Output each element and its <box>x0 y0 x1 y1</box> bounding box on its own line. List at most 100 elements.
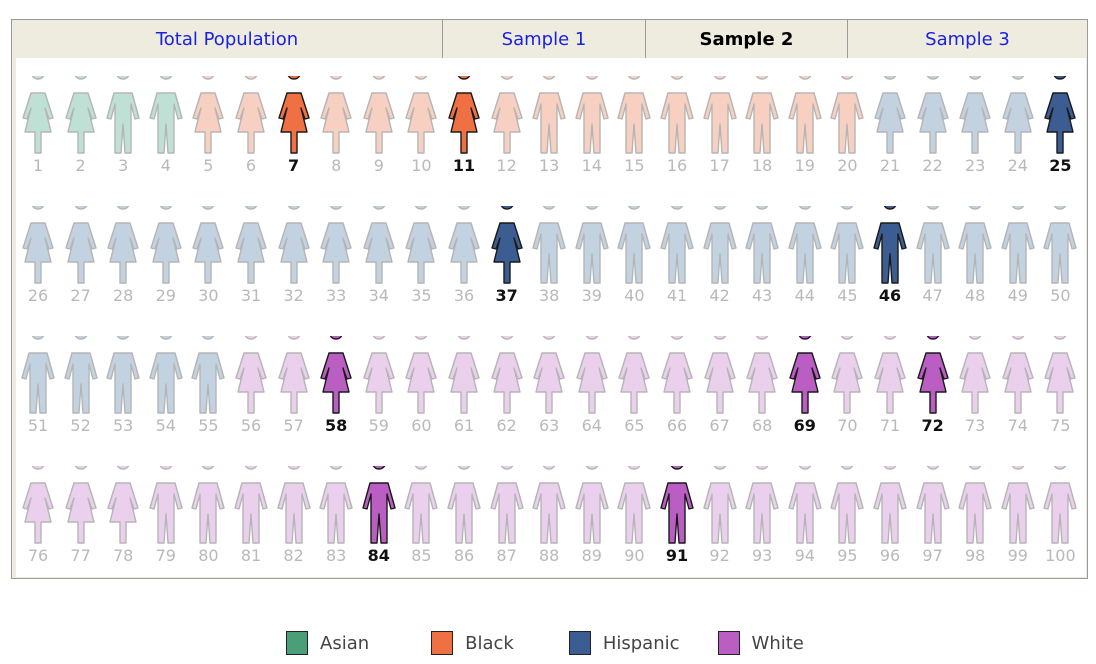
person-number: 38 <box>539 286 560 305</box>
male-figure-icon <box>1043 206 1078 284</box>
male-figure-icon <box>276 466 311 544</box>
tab-sample-1[interactable]: Sample 1 <box>442 20 645 58</box>
person-89: 89 <box>570 466 614 586</box>
person-number: 99 <box>1007 546 1028 565</box>
person-number: 32 <box>283 286 304 305</box>
person-92: 92 <box>698 466 742 586</box>
person-number: 37 <box>495 286 518 305</box>
female-figure-icon <box>916 76 949 154</box>
male-figure-icon <box>617 466 652 544</box>
female-figure-icon <box>235 76 267 154</box>
female-figure-icon <box>448 206 480 284</box>
male-figure-icon <box>788 206 822 284</box>
person-number: 55 <box>198 416 219 435</box>
female-figure-icon <box>235 206 267 284</box>
male-figure-icon <box>873 206 907 284</box>
person-number: 60 <box>411 416 432 435</box>
female-figure-icon <box>192 76 225 154</box>
person-5: 5 <box>186 76 230 196</box>
female-figure-icon <box>107 466 139 544</box>
person-number: 43 <box>752 286 773 305</box>
person-number: 9 <box>373 156 384 175</box>
person-2: 2 <box>59 76 103 196</box>
person-number: 15 <box>624 156 645 175</box>
person-number: 58 <box>325 416 348 435</box>
male-figure-icon <box>702 206 737 284</box>
male-figure-icon <box>788 466 822 544</box>
person-72: 72 <box>911 336 955 456</box>
female-figure-icon <box>107 206 139 284</box>
tab-sample-3[interactable]: Sample 3 <box>847 20 1087 58</box>
female-figure-icon <box>490 336 523 414</box>
person-97: 97 <box>911 466 955 586</box>
male-figure-icon <box>404 466 439 544</box>
person-number: 90 <box>624 546 645 565</box>
person-50: 50 <box>1038 206 1082 326</box>
person-number: 83 <box>326 546 347 565</box>
person-84: 84 <box>357 466 401 586</box>
person-number: 72 <box>921 416 944 435</box>
female-figure-icon <box>277 336 310 414</box>
male-figure-icon <box>660 76 694 154</box>
person-20: 20 <box>825 76 869 196</box>
person-number: 86 <box>453 546 475 565</box>
person-number: 8 <box>331 156 342 175</box>
person-number: 66 <box>666 416 688 435</box>
tab-sample-2[interactable]: Sample 2 <box>645 20 847 58</box>
person-54: 54 <box>144 336 188 456</box>
male-figure-icon <box>958 206 992 284</box>
person-number: 94 <box>794 546 815 565</box>
person-6: 6 <box>229 76 273 196</box>
person-number: 46 <box>878 286 902 305</box>
person-26: 26 <box>16 206 60 326</box>
person-number: 88 <box>539 546 560 565</box>
female-figure-icon <box>405 76 438 154</box>
person-23: 23 <box>953 76 997 196</box>
person-1: 1 <box>16 76 60 196</box>
male-figure-icon <box>106 336 140 414</box>
person-57: 57 <box>272 336 316 456</box>
person-85: 85 <box>399 466 443 586</box>
sample-viewer: Total Population Sample 1 Sample 2 Sample 3… <box>11 19 1088 579</box>
person-number: 22 <box>922 156 943 175</box>
person-47: 47 <box>911 206 955 326</box>
male-figure-icon <box>788 76 822 154</box>
male-figure-icon <box>617 206 652 284</box>
male-figure-icon <box>702 466 737 544</box>
female-figure-icon <box>22 76 54 154</box>
female-figure-icon <box>746 336 778 414</box>
tab-total-population[interactable]: Total Population <box>155 28 299 50</box>
male-figure-icon <box>660 466 694 544</box>
person-number: 10 <box>411 156 432 175</box>
legend-label: Asian <box>320 632 370 654</box>
person-52: 52 <box>59 336 103 456</box>
person-8: 8 <box>314 76 358 196</box>
person-81: 81 <box>229 466 273 586</box>
male-figure-icon <box>702 76 737 154</box>
person-number: 63 <box>539 416 560 435</box>
male-figure-icon <box>575 206 609 284</box>
male-figure-icon <box>149 336 183 414</box>
legend: Asian Black Hispanic White <box>286 628 804 658</box>
person-53: 53 <box>101 336 145 456</box>
person-number: 13 <box>539 156 560 175</box>
person-66: 66 <box>655 336 699 456</box>
female-figure-icon <box>874 76 906 154</box>
person-number: 91 <box>665 546 689 565</box>
person-number: 92 <box>709 546 730 565</box>
male-figure-icon <box>362 466 396 544</box>
female-figure-icon <box>448 76 480 154</box>
person-number: 16 <box>666 156 688 175</box>
person-number: 25 <box>1049 156 1072 175</box>
tab-bar: Total Population Sample 1 Sample 2 Sample 3 <box>12 20 1087 58</box>
legend-swatch-icon <box>717 631 740 655</box>
female-figure-icon <box>64 206 97 284</box>
person-99: 99 <box>996 466 1040 586</box>
person-number: 56 <box>240 416 262 435</box>
person-18: 18 <box>740 76 784 196</box>
person-61: 61 <box>442 336 486 456</box>
female-figure-icon <box>363 336 395 414</box>
person-80: 80 <box>186 466 230 586</box>
legend-label: White <box>751 632 804 654</box>
person-number: 67 <box>709 416 730 435</box>
